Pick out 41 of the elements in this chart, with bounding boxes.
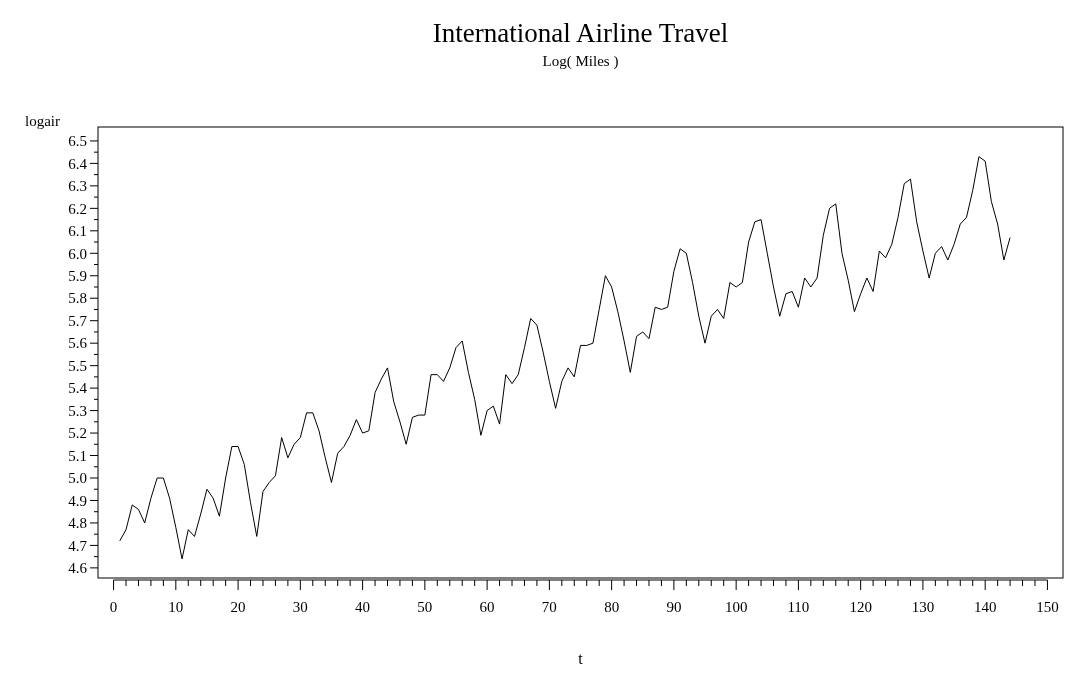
y-tick-label: 6.5	[68, 133, 87, 150]
y-axis-title: logair	[25, 113, 60, 129]
y-tick-label: 6.2	[68, 200, 87, 217]
y-tick-label: 5.9	[68, 268, 87, 285]
y-tick-label: 5.7	[68, 312, 88, 329]
x-tick-label: 60	[479, 599, 495, 615]
y-tick-label: 6.3	[68, 178, 87, 195]
x-tick-label: 80	[604, 599, 620, 615]
x-tick-label: 120	[849, 599, 872, 615]
y-tick-label: 5.6	[68, 335, 88, 352]
y-tick-label: 6.0	[68, 245, 87, 262]
y-tick-label: 4.8	[68, 515, 87, 532]
y-tick-label: 5.0	[68, 470, 87, 487]
x-tick-label: 0	[109, 599, 118, 615]
x-tick-label: 30	[292, 599, 308, 615]
y-tick-label: 5.4	[68, 380, 88, 397]
y-tick-label: 5.3	[68, 402, 87, 419]
x-tick-label: 150	[1036, 599, 1059, 615]
x-tick-label: 50	[417, 599, 433, 615]
y-tick-label: 5.8	[68, 290, 87, 307]
y-tick-label: 5.5	[68, 357, 87, 374]
x-tick-label: 70	[541, 599, 557, 615]
y-tick-label: 5.2	[68, 425, 87, 442]
x-tick-label: 130	[911, 599, 935, 615]
x-tick-label: 100	[724, 599, 748, 615]
x-tick-label: 90	[666, 599, 682, 615]
x-axis-title: t	[578, 650, 584, 667]
x-tick-label: 40	[355, 599, 371, 615]
y-tick-label: 4.9	[68, 492, 87, 509]
chart-subtitle: Log( Miles )	[542, 53, 619, 70]
y-tick-label: 4.7	[68, 537, 88, 554]
y-tick-label: 6.1	[68, 223, 87, 240]
x-tick-label: 20	[230, 599, 246, 615]
x-tick-label: 10	[168, 599, 184, 615]
x-tick-label: 110	[787, 599, 810, 615]
y-tick-label: 4.6	[68, 560, 88, 577]
line-series	[119, 156, 1011, 560]
x-tick-label: 140	[973, 599, 997, 615]
y-tick-label: 5.1	[68, 447, 87, 464]
chart-title: International Airline Travel	[432, 18, 729, 48]
y-tick-label: 6.4	[68, 155, 88, 172]
